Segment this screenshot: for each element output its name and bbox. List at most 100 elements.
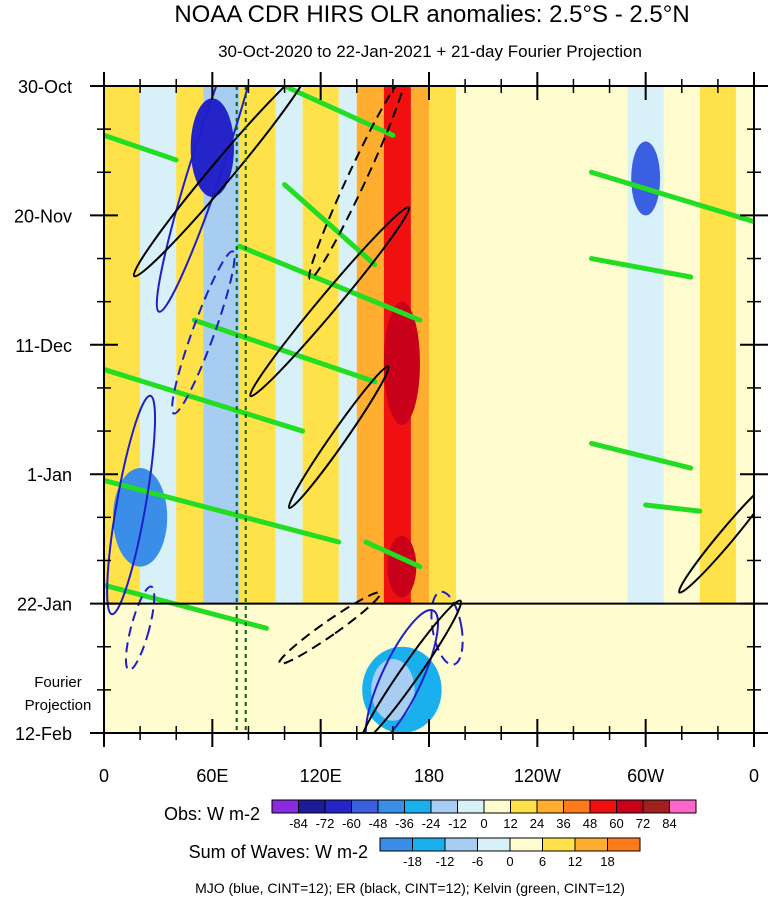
kelvin-contour-12 — [643, 502, 703, 514]
y-tick-label-4: 22-Jan — [17, 595, 72, 615]
chart-subtitle: 30-Oct-2020 to 22-Jan-2021 + 21-day Four… — [218, 42, 642, 61]
kelvin-contour-0 — [282, 86, 396, 138]
obs-colorbar-swatch-13 — [616, 799, 644, 814]
obs-patch-0 — [190, 98, 234, 197]
obs-colorbar-level-label-6: -12 — [448, 816, 467, 831]
obs-band-14 — [663, 86, 700, 604]
kelvin-contour-3 — [236, 243, 423, 323]
obs-colorbar-swatch-10 — [536, 799, 564, 814]
obs-colorbar: Obs: W m-2 -84 -72 -60 -48 -36 -24 -12 0 12 24 36 4… — [164, 799, 697, 831]
obs-colorbar-level-label-10: 36 — [556, 816, 570, 831]
obs-colorbar-swatch-11 — [563, 799, 591, 814]
obs-colorbar-label: Obs: W m-2 — [164, 804, 260, 824]
obs-colorbar-swatch-14 — [642, 799, 670, 814]
kelvin-contour-11 — [589, 440, 694, 471]
obs-colorbar-swatch-8 — [483, 799, 511, 814]
waves-colorbar-level-label-5: 12 — [568, 854, 582, 869]
kelvin-contour-9 — [589, 169, 754, 225]
waves-colorbar-swatch-6 — [574, 837, 608, 852]
mjo-contour-3 — [124, 585, 156, 671]
obs-band-6 — [302, 86, 339, 604]
waves-colorbar-level-label-2: -6 — [472, 854, 484, 869]
wave-contours — [104, 86, 754, 733]
obs-colorbar-swatch-2 — [324, 799, 352, 814]
obs-band-10 — [410, 86, 429, 604]
mjo-contour-5 — [430, 590, 464, 666]
kelvin-contour-5 — [104, 366, 306, 434]
obs-band-12 — [456, 86, 628, 604]
obs-colorbar-level-label-0: -84 — [289, 816, 308, 831]
heatmap-cells — [104, 86, 754, 733]
mjo-contour-0 — [155, 86, 269, 313]
projection-label-line-2: Projection — [25, 697, 92, 714]
waves-colorbar-swatch-1 — [412, 837, 446, 852]
obs-band-8 — [356, 86, 384, 604]
kelvin-contour-10 — [589, 256, 694, 280]
waves-colorbar-swatch-7 — [607, 837, 641, 852]
waves-colorbar-label: Sum of Waves: W m-2 — [189, 842, 368, 862]
obs-colorbar-swatch-5 — [404, 799, 432, 814]
obs-colorbar-level-label-14: 84 — [662, 816, 676, 831]
y-tick-label-1: 20-Nov — [14, 206, 72, 226]
obs-colorbar-level-label-2: -60 — [342, 816, 361, 831]
waves-colorbar-level-label-1: -12 — [436, 854, 455, 869]
waves-colorbar-level-label-4: 6 — [539, 854, 546, 869]
obs-colorbar-swatch-4 — [377, 799, 405, 814]
x-axis: 0 60E 120E 180 120W 60W 0 — [99, 72, 759, 786]
waves-colorbar-level-label-3: 0 — [506, 854, 513, 869]
er-contour-12 — [359, 599, 462, 733]
x-tick-label-0: 0 — [99, 766, 109, 786]
obs-band-7 — [338, 86, 357, 604]
er-contour-6 — [132, 86, 310, 278]
kelvin-contour-4 — [191, 317, 378, 385]
er-contour-9 — [287, 365, 390, 510]
x-tick-label-6: 0 — [749, 766, 759, 786]
projection-label-line-1: Fourier — [34, 674, 82, 691]
obs-patch-2 — [383, 301, 420, 425]
er-contour-8 — [249, 206, 411, 398]
obs-colorbar-swatch-12 — [589, 799, 617, 814]
er-contour-7 — [308, 86, 406, 281]
obs-colorbar-swatch-6 — [430, 799, 458, 814]
waves-colorbar-swatch-5 — [542, 837, 576, 852]
x-tick-label-3: 180 — [414, 766, 444, 786]
x-tick-label-1: 60E — [196, 766, 228, 786]
obs-colorbar-swatch-0 — [271, 799, 299, 814]
kelvin-contour-7 — [363, 539, 423, 570]
x-tick-label-4: 120W — [514, 766, 561, 786]
kelvin-contour-2 — [282, 182, 378, 268]
y-tick-label-3: 1-Jan — [27, 465, 72, 485]
obs-colorbar-swatch-7 — [457, 799, 485, 814]
obs-colorbar-swatch-15 — [669, 799, 697, 814]
waves-colorbar-level-label-6: 18 — [600, 854, 614, 869]
x-tick-label-5: 60W — [627, 766, 664, 786]
obs-colorbar-swatch-9 — [510, 799, 538, 814]
waves-colorbar-level-label-0: -18 — [403, 854, 422, 869]
y-axis: 30-Oct 20-Nov 11-Dec 1-Jan 22-Jan 12-Feb — [14, 77, 768, 744]
obs-colorbar-level-label-3: -48 — [369, 816, 388, 831]
obs-colorbar-level-label-11: 48 — [583, 816, 597, 831]
obs-colorbar-level-label-5: -24 — [422, 816, 441, 831]
er-contour-10 — [678, 477, 754, 594]
obs-colorbar-level-label-1: -72 — [316, 816, 335, 831]
y-tick-label-5: 12-Feb — [15, 724, 72, 744]
x-tick-label-2: 120E — [300, 766, 342, 786]
footer-caption: MJO (blue, CINT=12); ER (black, CINT=12)… — [195, 880, 625, 896]
mjo-contour-2 — [171, 250, 236, 415]
obs-patch-3 — [387, 535, 417, 598]
kelvin-contour-8 — [104, 582, 269, 631]
obs-patch-4 — [631, 141, 661, 216]
mjo-contour-4 — [364, 609, 439, 733]
obs-colorbar-swatch-3 — [351, 799, 379, 814]
obs-colorbar-level-label-8: 12 — [503, 816, 517, 831]
obs-colorbar-level-label-4: -36 — [395, 816, 414, 831]
kelvin-contour-1 — [104, 132, 179, 163]
projection-label: Fourier Projection — [25, 674, 92, 714]
obs-colorbar-level-label-7: 0 — [480, 816, 487, 831]
waves-colorbar: Sum of Waves: W m-2 -18 -12 -6 0 6 12 18 — [189, 837, 641, 869]
y-tick-label-2: 11-Dec — [15, 336, 72, 356]
obs-band-5 — [275, 86, 303, 604]
obs-colorbar-level-label-12: 60 — [609, 816, 623, 831]
waves-colorbar-swatch-0 — [379, 837, 413, 852]
